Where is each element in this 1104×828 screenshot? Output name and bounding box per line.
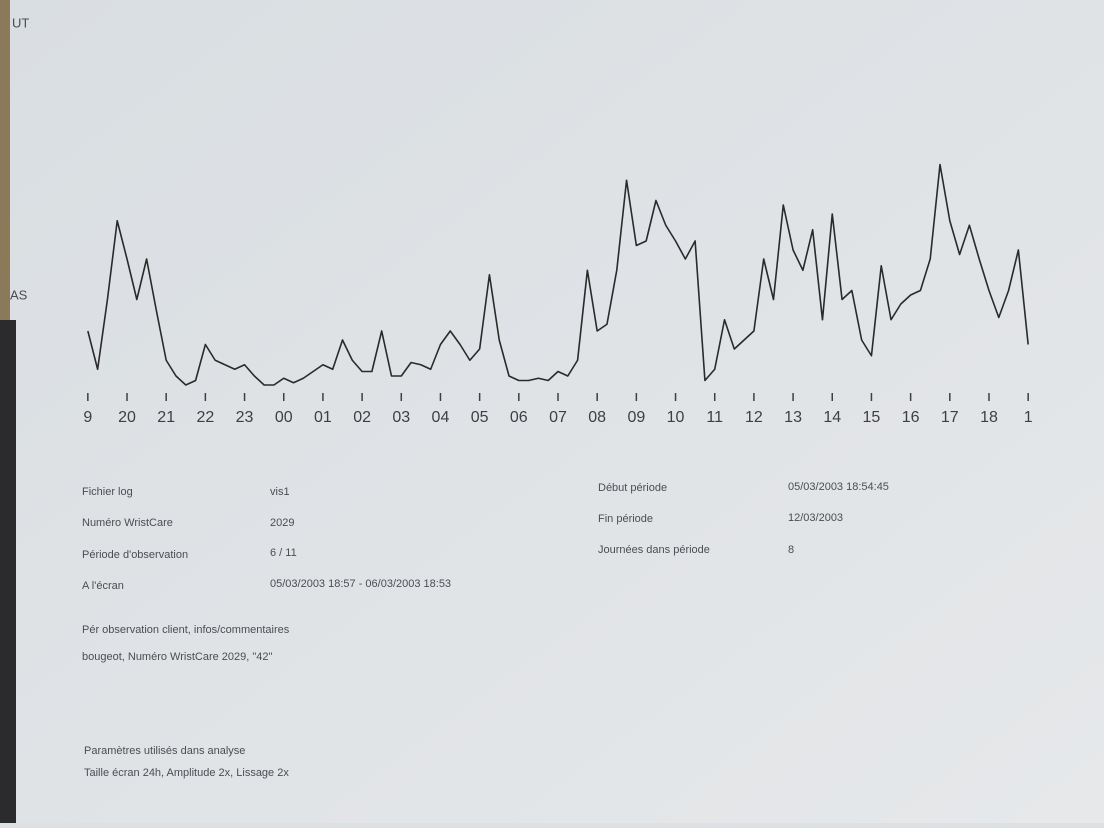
x-tick-label: 05	[471, 409, 489, 426]
field-label: Période d'observation	[82, 549, 188, 561]
field-value: 6 / 11	[270, 547, 297, 559]
activity-line	[87, 163, 1029, 386]
x-tick-label: 15	[863, 409, 881, 426]
field-label: Numéro WristCare	[82, 517, 173, 529]
x-tick-label: 02	[353, 409, 371, 426]
field-label: Fin période	[598, 513, 653, 525]
x-tick-label: 9	[83, 409, 92, 426]
photo-edge	[0, 0, 10, 320]
x-tick-label: 14	[823, 409, 841, 426]
x-tick-label: 11	[706, 409, 723, 426]
x-tick-label: 00	[275, 409, 293, 426]
x-tick-label: 08	[588, 409, 606, 426]
field-label: Fichier log	[82, 486, 133, 498]
comment: bougeot, Numéro WristCare 2029, "42"	[82, 651, 273, 663]
field-value: 05/03/2003 18:57 - 06/03/2003 18:53	[270, 578, 451, 590]
x-tick-label: 13	[784, 409, 802, 426]
x-tick-label: 12	[745, 409, 763, 426]
field-value: 05/03/2003 18:54:45	[788, 481, 889, 493]
x-tick-label: 20	[118, 409, 136, 426]
field-value: vis1	[270, 486, 290, 498]
field-label: Journées dans période	[598, 544, 710, 556]
scale-label: UT	[12, 15, 29, 30]
parameters: Paramètres utilisés dans analyse	[84, 745, 245, 757]
x-tick-label: 17	[941, 409, 959, 426]
x-tick-label: 1	[1024, 409, 1033, 426]
x-tick-label: 06	[510, 409, 528, 426]
x-tick-label: 18	[980, 409, 998, 426]
x-tick-label: 07	[549, 409, 567, 426]
x-tick-label: 04	[432, 409, 450, 426]
photo-edge	[0, 320, 16, 823]
field-value: 12/03/2003	[788, 512, 843, 524]
x-tick-label: 01	[314, 409, 332, 426]
x-tick-label: 03	[392, 409, 410, 426]
field-value: 8	[788, 544, 794, 556]
x-tick-label: 22	[196, 409, 214, 426]
x-tick-label: 16	[902, 409, 920, 426]
comment: Pér observation client, infos/commentair…	[82, 624, 290, 636]
field-value: 2029	[270, 517, 294, 529]
x-tick-label: 09	[627, 409, 645, 426]
field-label: A l'écran	[82, 580, 124, 592]
x-tick-label: 23	[236, 409, 254, 426]
parameters: Taille écran 24h, Amplitude 2x, Lissage …	[84, 767, 289, 779]
x-tick-label: 21	[157, 409, 175, 426]
scale-label: AS	[10, 287, 28, 302]
field-label: Début période	[598, 482, 667, 494]
x-tick-label: 10	[667, 409, 685, 426]
